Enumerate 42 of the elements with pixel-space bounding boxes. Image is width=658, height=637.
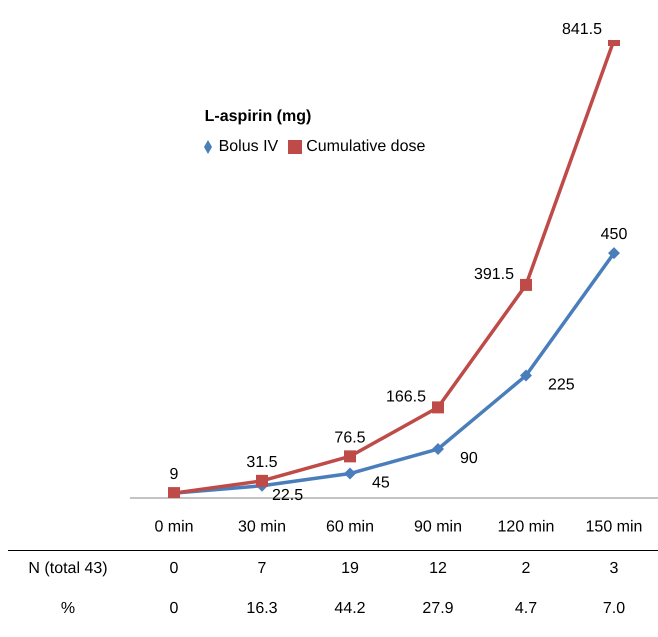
point	[520, 370, 532, 382]
data-label: 391.5	[474, 266, 514, 283]
point	[432, 443, 444, 456]
legend-label: Cumulative dose	[306, 138, 426, 155]
data-label: 225	[548, 376, 575, 394]
point	[344, 450, 356, 462]
data-label: 76.5	[334, 429, 366, 446]
x-tick-label: 90 min	[414, 518, 462, 536]
text: 4.7	[514, 600, 538, 618]
x-tick-label: 150 min	[586, 518, 642, 536]
point	[344, 468, 356, 480]
data-label: 90	[460, 450, 478, 468]
text: 0	[168, 600, 180, 618]
data-label: 31.5	[246, 454, 278, 471]
point	[256, 474, 268, 487]
text: 0	[168, 560, 180, 578]
text: 16.3	[245, 600, 279, 618]
text: 2	[520, 560, 532, 578]
text: 19	[340, 560, 360, 578]
text: N (total 43)	[27, 560, 109, 578]
text: 3	[608, 560, 620, 578]
legend-label: Bolus IV	[218, 138, 278, 155]
text: L-aspirin (mg)	[204, 108, 312, 126]
text: 7	[256, 560, 268, 578]
text: 27.9	[421, 600, 455, 618]
x-tick-label: 30 min	[238, 518, 286, 536]
text: 12	[428, 560, 448, 578]
text: 44.2	[333, 600, 367, 618]
data-label: 450	[600, 226, 628, 244]
x-tick-label: 60 min	[326, 518, 374, 536]
x-tick-label: 120 min	[498, 518, 554, 536]
data-label: 9	[170, 466, 179, 484]
text: %	[60, 600, 76, 618]
data-label: 841.5	[562, 21, 602, 38]
text: 7.0	[602, 600, 626, 618]
data-label: 45	[372, 474, 390, 492]
data-label: 166.5	[386, 388, 426, 406]
point	[520, 278, 532, 291]
point	[432, 401, 444, 414]
x-tick-label: 0 min	[154, 518, 194, 536]
data-label: 22.5	[272, 486, 304, 504]
point	[608, 247, 620, 260]
